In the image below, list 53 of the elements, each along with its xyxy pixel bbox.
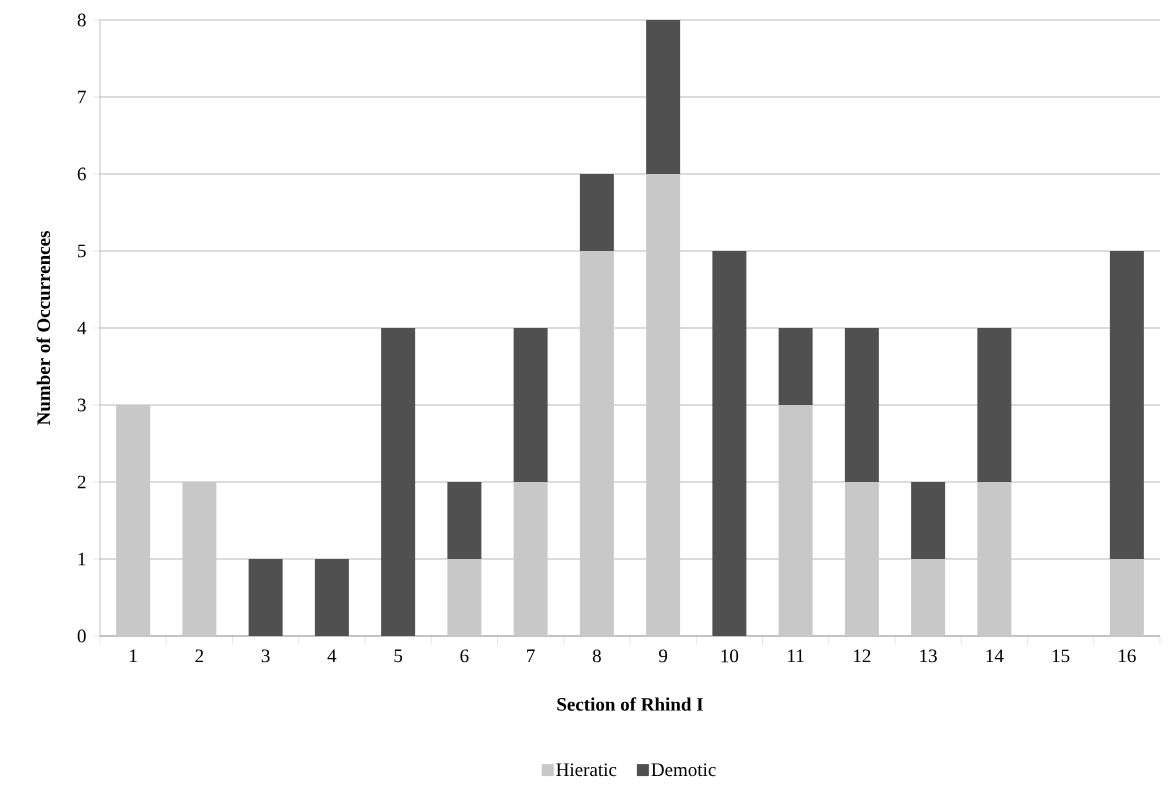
legend-label: Hieratic <box>556 763 617 777</box>
x-tick-label: 11 <box>788 649 804 663</box>
bar <box>314 558 349 636</box>
x-tick-label: 7 <box>527 649 535 662</box>
bar <box>977 327 1012 482</box>
bar <box>116 404 151 636</box>
bar <box>844 481 879 636</box>
bar <box>1109 558 1144 636</box>
x-tick-label: 9 <box>658 649 668 663</box>
bar <box>579 250 614 636</box>
bar <box>977 481 1012 636</box>
y-tick-label: 7 <box>78 90 86 104</box>
bar <box>579 173 614 251</box>
bar <box>248 558 283 636</box>
x-tick-label: 6 <box>460 649 469 663</box>
x-tick-label: 10 <box>721 649 739 663</box>
bar <box>447 558 482 636</box>
y-tick-label: 5 <box>78 244 86 258</box>
y-axis-title: Number of Occurrences <box>36 231 51 426</box>
bar <box>844 327 879 482</box>
x-tick-label: 1 <box>130 649 137 663</box>
y-tick-label: 3 <box>77 398 86 412</box>
x-tick-label: 2 <box>195 649 204 663</box>
x-tick-label: 14 <box>986 649 1004 663</box>
y-tick-label: 6 <box>77 167 86 181</box>
bar <box>513 481 548 636</box>
bar <box>646 173 681 636</box>
bar <box>381 327 416 636</box>
y-tick-label: 2 <box>77 475 86 489</box>
x-tick-label: 13 <box>920 649 937 663</box>
x-axis-title: Section of Rhind I <box>557 697 703 711</box>
bar <box>911 558 946 636</box>
x-tick-label: 3 <box>261 649 270 663</box>
x-tick-label: 8 <box>592 649 601 663</box>
bar <box>513 327 548 482</box>
bar <box>712 250 747 636</box>
legend-label: Demotic <box>651 763 716 777</box>
bar <box>447 481 482 559</box>
y-tick-label: 0 <box>77 629 86 643</box>
bar <box>1109 250 1144 559</box>
y-tick-label: 1 <box>78 552 86 566</box>
x-tick-label: 5 <box>394 649 403 663</box>
bar <box>778 404 813 636</box>
y-tick-label: 4 <box>77 321 87 335</box>
x-tick-label: 15 <box>1052 649 1070 663</box>
bar <box>646 20 681 174</box>
bar <box>182 481 217 636</box>
x-tick-label: 4 <box>327 649 337 663</box>
x-tick-label: 16 <box>1119 649 1136 663</box>
y-tick-label: 8 <box>77 13 86 27</box>
x-tick-label: 12 <box>854 649 871 663</box>
bar <box>778 327 813 405</box>
bar <box>911 481 946 559</box>
